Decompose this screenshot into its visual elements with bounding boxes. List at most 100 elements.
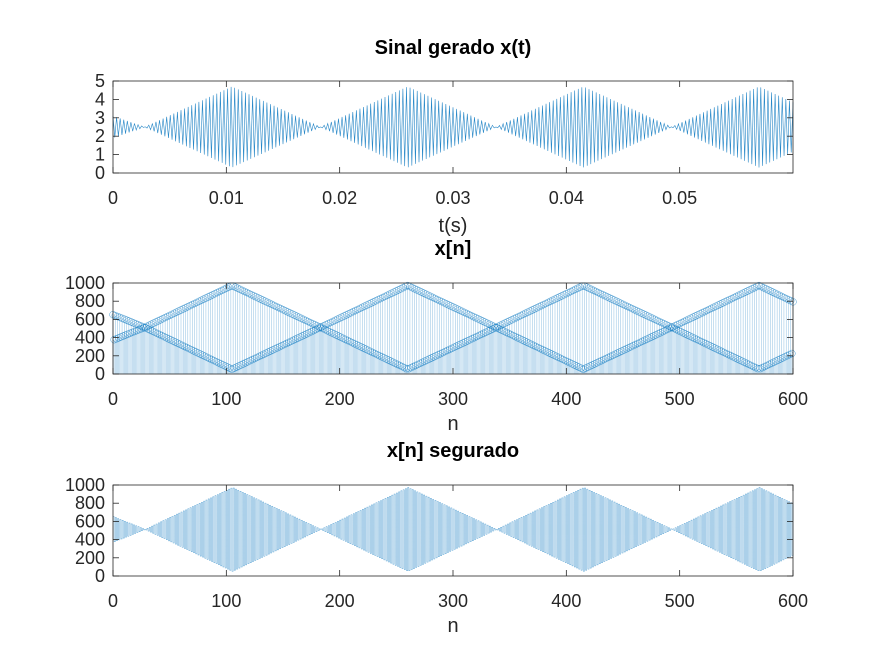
subplot-title: Sinal gerado x(t) — [375, 37, 532, 59]
data-point — [292, 312, 301, 320]
data-point — [778, 292, 786, 301]
data-point — [481, 318, 489, 326]
data-point — [504, 329, 513, 338]
data-point — [697, 337, 705, 346]
data-point — [758, 363, 767, 372]
data-point — [651, 315, 659, 324]
data-point — [166, 311, 174, 320]
data-point — [179, 305, 187, 313]
data-point — [282, 339, 291, 348]
data-point — [305, 329, 313, 337]
data-point — [545, 349, 553, 357]
data-point — [547, 350, 556, 358]
data-point — [171, 338, 179, 346]
x-tick-label: 600 — [778, 591, 808, 611]
data-point — [268, 300, 276, 308]
data-point — [507, 330, 515, 339]
data-point — [568, 360, 576, 368]
data-point — [414, 360, 422, 369]
data-point — [702, 340, 710, 348]
data-point — [784, 296, 793, 304]
data-point — [347, 309, 355, 317]
data-point — [636, 338, 644, 347]
data-point — [642, 311, 650, 319]
data-point — [448, 344, 456, 352]
plot-area — [113, 487, 794, 572]
data-point — [479, 329, 488, 337]
data-point — [331, 316, 339, 324]
x-ticks: 0 0.01 0.02 0.03 0.04 0.05 — [108, 81, 697, 208]
data-point — [688, 333, 696, 341]
x-axis-label: n — [447, 615, 458, 637]
data-point — [467, 311, 475, 320]
y-tick-label: 5 — [95, 71, 105, 91]
data-point — [775, 291, 784, 299]
data-point — [249, 292, 258, 300]
data-point — [712, 302, 720, 310]
data-point — [581, 364, 590, 372]
data-point — [519, 310, 527, 319]
data-point — [727, 352, 735, 360]
data-point — [328, 329, 336, 337]
data-point — [714, 301, 722, 309]
plot-area — [112, 86, 794, 168]
data-point — [707, 304, 716, 313]
data-point — [322, 321, 330, 329]
data-point — [687, 314, 695, 322]
data-point — [661, 326, 669, 335]
data-point — [209, 291, 217, 299]
data-point — [296, 333, 304, 341]
data-point — [495, 325, 504, 333]
data-point — [360, 302, 369, 310]
data-point — [485, 320, 493, 328]
data-point — [436, 350, 445, 358]
x-tick-label: 0.01 — [209, 188, 244, 208]
data-point — [517, 311, 525, 320]
data-point — [456, 306, 464, 314]
data-point — [759, 284, 768, 292]
data-point — [478, 317, 487, 325]
data-point — [611, 350, 619, 358]
x-tick-label: 200 — [325, 591, 355, 611]
data-point — [220, 285, 228, 294]
data-point — [525, 339, 533, 347]
data-point — [681, 330, 689, 338]
data-point — [676, 319, 684, 328]
data-point — [150, 319, 158, 327]
data-point — [652, 331, 660, 339]
data-point — [339, 334, 347, 342]
data-point — [228, 365, 236, 373]
data-point — [671, 322, 679, 330]
data-point — [788, 349, 796, 358]
data-point — [659, 328, 667, 336]
data-point — [354, 305, 362, 314]
data-point — [277, 304, 285, 313]
data-point — [586, 362, 594, 370]
data-point — [770, 358, 778, 366]
data-point — [690, 334, 699, 342]
data-point — [237, 361, 245, 369]
data-point — [722, 349, 730, 358]
data-point — [281, 307, 289, 315]
data-point — [251, 354, 259, 363]
data-point — [737, 290, 745, 298]
held-series-line — [113, 487, 794, 572]
data-point — [370, 298, 378, 306]
data-point — [338, 313, 346, 321]
data-point — [274, 303, 283, 312]
data-point — [724, 350, 733, 359]
data-point — [342, 311, 351, 319]
subplot-title: x[n] segurado — [387, 440, 519, 462]
data-point — [189, 347, 198, 355]
data-point — [391, 359, 399, 367]
data-point — [428, 293, 437, 302]
data-point — [699, 338, 708, 347]
data-point — [271, 345, 279, 353]
data-point — [771, 289, 779, 297]
data-point — [717, 347, 726, 355]
y-tick-label: 600 — [75, 309, 105, 329]
data-point — [330, 330, 338, 338]
data-point — [207, 355, 216, 364]
data-point — [432, 352, 440, 360]
data-point — [373, 350, 381, 359]
